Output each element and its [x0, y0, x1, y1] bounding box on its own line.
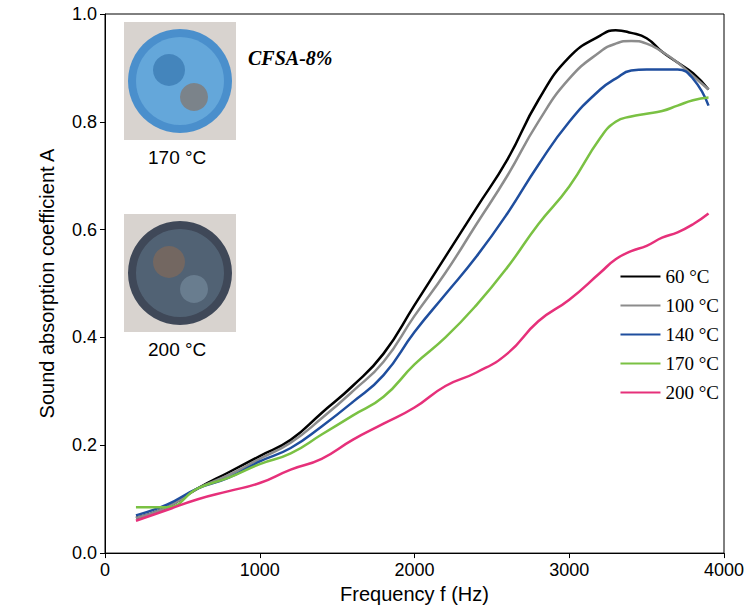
- svg-text:0.6: 0.6: [72, 220, 97, 240]
- svg-text:4000: 4000: [704, 560, 744, 580]
- svg-text:2000: 2000: [394, 560, 434, 580]
- svg-text:170 °C: 170 °C: [148, 147, 206, 168]
- svg-text:3000: 3000: [549, 560, 589, 580]
- svg-text:60 °C: 60 °C: [665, 266, 709, 287]
- svg-text:Sound absorption coefficient A: Sound absorption coefficient A: [36, 148, 58, 418]
- svg-text:0.0: 0.0: [72, 543, 97, 563]
- svg-text:200 °C: 200 °C: [665, 382, 719, 403]
- svg-text:1.0: 1.0: [72, 4, 97, 24]
- svg-text:0.2: 0.2: [72, 435, 97, 455]
- svg-text:100 °C: 100 °C: [665, 295, 719, 316]
- svg-text:170 °C: 170 °C: [665, 353, 719, 374]
- svg-text:CFSA-8%: CFSA-8%: [248, 47, 332, 69]
- svg-text:1000: 1000: [240, 560, 280, 580]
- svg-text:140 °C: 140 °C: [665, 324, 719, 345]
- svg-text:0.4: 0.4: [72, 327, 97, 347]
- svg-text:200 °C: 200 °C: [148, 339, 206, 360]
- svg-text:0.8: 0.8: [72, 112, 97, 132]
- svg-text:0: 0: [100, 560, 110, 580]
- svg-text:Frequency f (Hz): Frequency f (Hz): [340, 583, 489, 605]
